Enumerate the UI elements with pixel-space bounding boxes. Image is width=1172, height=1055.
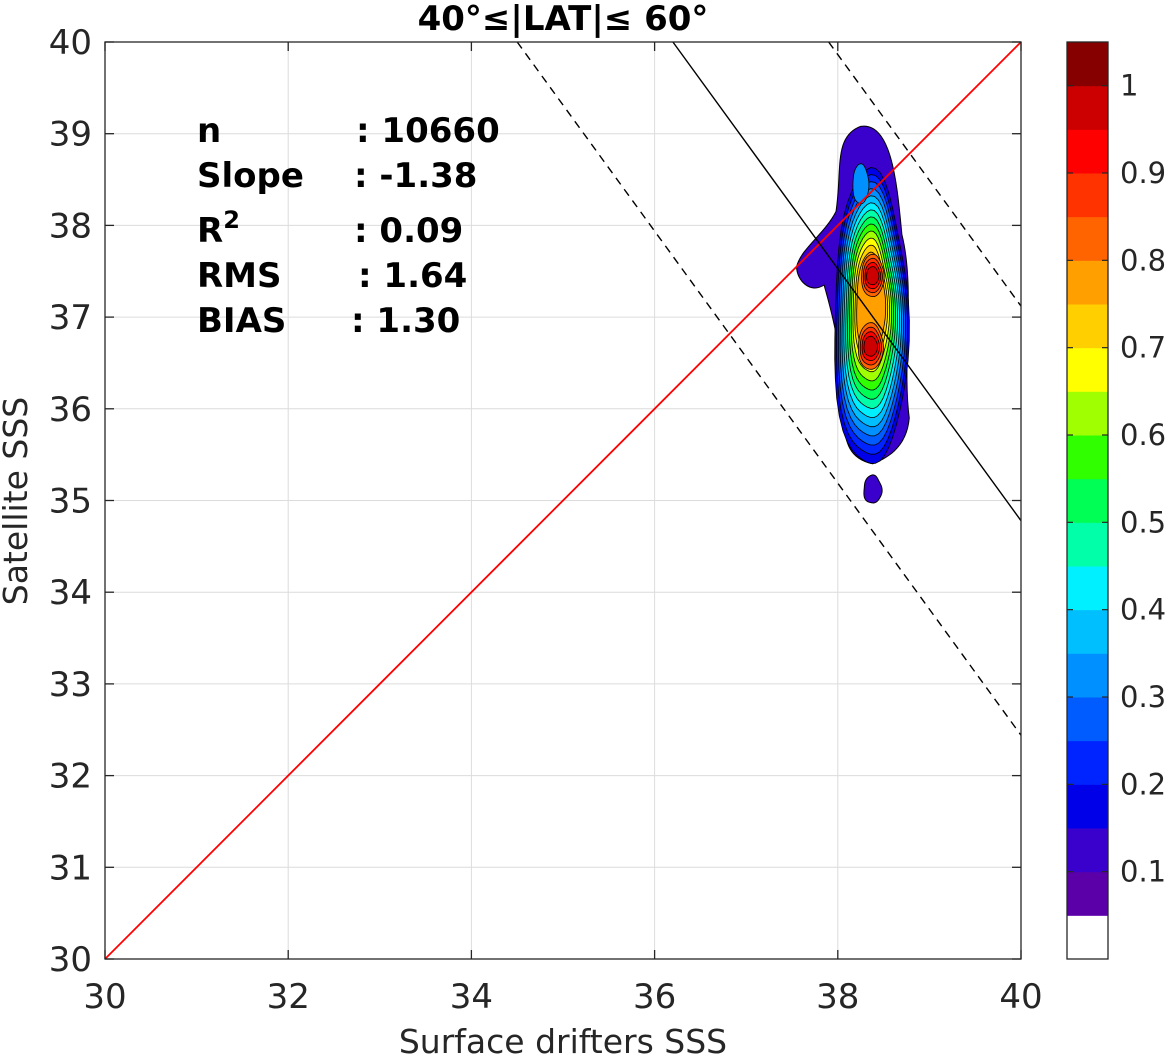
stat-label: n <box>197 111 221 151</box>
colorbar-tick-label: 0.2 <box>1120 767 1166 801</box>
stat-value: : -1.38 <box>354 156 477 196</box>
x-tick-label: 34 <box>450 977 493 1017</box>
colorbar-segment <box>1067 653 1108 698</box>
colorbar-segment <box>1067 740 1108 785</box>
reference-lines <box>104 41 1022 960</box>
stat-value: : 1.30 <box>351 301 460 341</box>
colorbar-segment <box>1067 42 1108 87</box>
colorbar-frame <box>1066 41 1109 960</box>
colorbar: 0.1 0.2 0.3 0.4 0.5 0.6 0.7 0.8 0.9 1 <box>1066 41 1166 960</box>
x-tick-label: 36 <box>633 977 676 1017</box>
colorbar-segment <box>1067 784 1108 829</box>
colorbar-segment <box>1067 522 1108 567</box>
colorbar-segment <box>1067 478 1108 523</box>
y-tick-label: 34 <box>49 573 92 613</box>
y-tick-label: 35 <box>49 482 92 522</box>
colorbar-tick-label: 0.5 <box>1120 505 1166 539</box>
contour-level <box>852 163 870 205</box>
contour-level <box>863 474 883 504</box>
colorbar-segment <box>1067 216 1108 261</box>
colorbar-tick-label: 0.3 <box>1120 680 1166 714</box>
identity-line <box>104 41 1022 960</box>
stat-value: : 1.64 <box>358 256 467 296</box>
colorbar-tick-label: 0.1 <box>1120 855 1166 889</box>
x-tick-label: 40 <box>999 977 1042 1017</box>
chart-title: 40°≤|LAT|≤ 60° <box>418 0 709 39</box>
y-tick-label: 37 <box>49 298 92 338</box>
y-tick-label: 32 <box>49 757 92 797</box>
colorbar-segment <box>1067 828 1108 873</box>
axis-ticks: 30 32 34 36 38 40 30 31 32 33 34 35 36 37 38 39 40 <box>49 23 1043 1017</box>
stat-label: Slope <box>197 156 304 196</box>
x-tick-label: 32 <box>267 977 310 1017</box>
stat-label: RMS <box>197 256 282 296</box>
colorbar-segment <box>1067 609 1108 654</box>
colorbar-segment <box>1067 435 1108 480</box>
colorbar-segment <box>1067 260 1108 305</box>
colorbar-segment <box>1067 85 1108 130</box>
colorbar-segment <box>1067 304 1108 349</box>
colorbar-tick-label: 0.4 <box>1120 593 1166 627</box>
y-tick-label: 30 <box>49 940 92 980</box>
x-axis-label: Surface drifters SSS <box>399 1022 727 1055</box>
regression-line <box>672 41 1022 522</box>
y-tick-label: 40 <box>49 23 92 63</box>
colorbar-segment <box>1067 697 1108 742</box>
colorbar-tick-label: 1 <box>1120 69 1138 103</box>
y-tick-label: 33 <box>49 665 92 705</box>
colorbar-segment <box>1067 129 1108 174</box>
y-axis-label: Satellite SSS <box>0 397 35 606</box>
lower_band-line <box>516 41 1022 736</box>
y-tick-label: 36 <box>49 390 92 430</box>
colorbar-tick-label: 0.8 <box>1120 243 1166 277</box>
stat-value: : 10660 <box>356 111 500 151</box>
stat-superscript: 2 <box>223 206 240 234</box>
contour-level <box>861 261 882 362</box>
colorbar-tick-label: 0.9 <box>1120 156 1166 190</box>
colorbar-segment <box>1067 566 1108 611</box>
colorbar-segment <box>1067 391 1108 436</box>
stat-label: BIAS <box>197 301 286 341</box>
colorbar-tick-label: 0.7 <box>1120 331 1166 365</box>
x-tick-label: 38 <box>816 977 859 1017</box>
stat-value: : 0.09 <box>354 211 463 251</box>
y-tick-label: 38 <box>49 206 92 246</box>
upper_band-line <box>828 41 1022 307</box>
colorbar-segment <box>1067 871 1108 916</box>
colorbar-segment <box>1067 915 1108 960</box>
y-tick-label: 31 <box>49 848 92 888</box>
colorbar-segment <box>1067 347 1108 392</box>
colorbar-segment <box>1067 173 1108 218</box>
y-tick-label: 39 <box>49 115 92 155</box>
colorbar-tick-label: 0.6 <box>1120 418 1166 452</box>
x-tick-label: 30 <box>83 977 126 1017</box>
density-contours <box>796 125 910 504</box>
contour-level <box>863 266 880 357</box>
